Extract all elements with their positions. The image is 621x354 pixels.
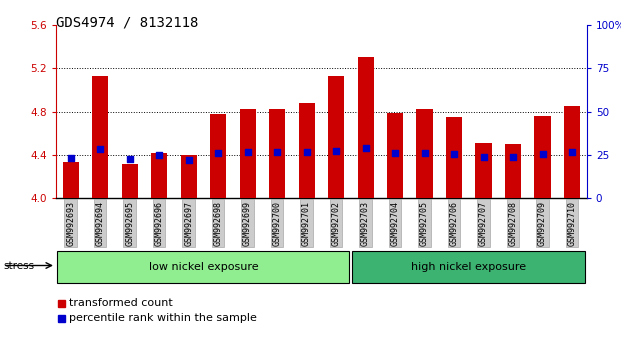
Bar (58, 315, 65, 322)
Bar (387, 113, 403, 198)
Text: transformed count: transformed count (69, 298, 173, 308)
Point (449, 151, 459, 156)
Bar (122, 164, 138, 198)
Text: percentile rank within the sample: percentile rank within the sample (69, 313, 257, 323)
Text: GSM992708: GSM992708 (509, 201, 517, 246)
Point (390, 150, 400, 155)
Text: GSM992701: GSM992701 (302, 201, 311, 246)
Bar (535, 116, 551, 198)
Point (243, 149, 253, 154)
Text: GSM992710: GSM992710 (568, 201, 576, 246)
Point (331, 148, 341, 153)
Text: GDS4974 / 8132118: GDS4974 / 8132118 (56, 16, 198, 30)
Text: stress: stress (3, 261, 34, 271)
Bar (564, 106, 580, 198)
Text: GSM992700: GSM992700 (273, 201, 281, 246)
Text: GSM992693: GSM992693 (66, 201, 75, 246)
Text: GSM992694: GSM992694 (96, 201, 104, 246)
Point (272, 149, 282, 154)
Point (567, 149, 577, 154)
Text: GSM992705: GSM992705 (420, 201, 429, 246)
Point (66, 155, 76, 161)
Bar (446, 117, 462, 198)
Bar (240, 109, 256, 198)
Text: GSM992704: GSM992704 (391, 201, 399, 246)
Bar (181, 155, 197, 198)
FancyBboxPatch shape (352, 251, 586, 283)
Text: GSM992707: GSM992707 (479, 201, 488, 246)
Bar (328, 76, 344, 198)
Text: GSM992702: GSM992702 (332, 201, 340, 246)
Bar (299, 103, 315, 198)
Bar (358, 57, 374, 198)
Text: GSM992695: GSM992695 (125, 201, 134, 246)
Bar (476, 143, 492, 198)
FancyBboxPatch shape (57, 251, 350, 283)
Text: high nickel exposure: high nickel exposure (411, 262, 527, 272)
Bar (151, 153, 167, 198)
Text: GSM992698: GSM992698 (214, 201, 222, 246)
Point (508, 154, 518, 160)
Bar (63, 162, 79, 198)
Text: low nickel exposure: low nickel exposure (148, 262, 258, 272)
Bar (505, 144, 521, 198)
Point (95, 147, 105, 152)
Point (302, 149, 312, 154)
Bar (58, 300, 65, 307)
Bar (210, 114, 226, 198)
Point (420, 150, 430, 155)
Text: GSM992706: GSM992706 (450, 201, 458, 246)
Point (361, 145, 371, 151)
Text: GSM992699: GSM992699 (243, 201, 252, 246)
Bar (92, 76, 108, 198)
Text: GSM992697: GSM992697 (184, 201, 193, 246)
Point (479, 154, 489, 160)
Point (184, 158, 194, 163)
Text: GSM992703: GSM992703 (361, 201, 370, 246)
Text: GSM992696: GSM992696 (155, 201, 163, 246)
Text: GSM992709: GSM992709 (538, 201, 547, 246)
Point (213, 150, 223, 155)
Point (125, 156, 135, 162)
Bar (269, 109, 285, 198)
Point (154, 152, 164, 158)
Point (538, 151, 548, 156)
Bar (417, 109, 433, 198)
